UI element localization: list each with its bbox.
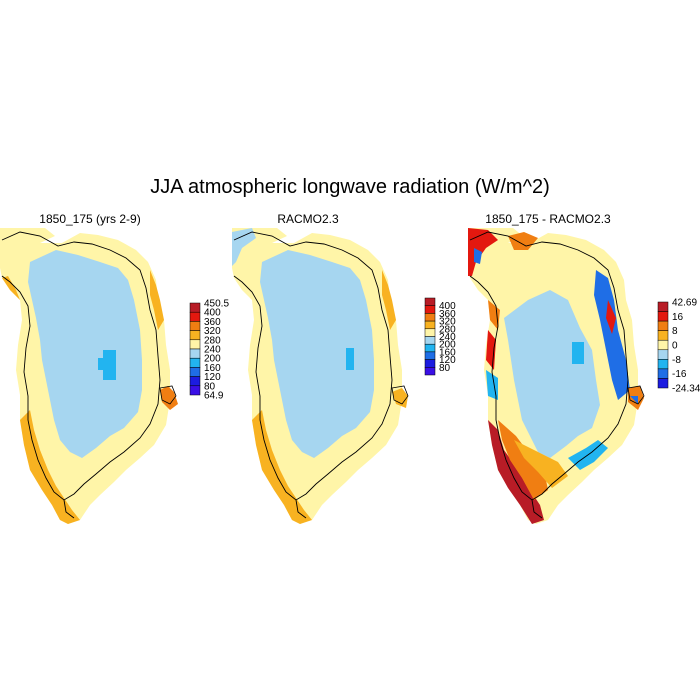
colorbar-swatch xyxy=(657,359,669,370)
colorbar-tick-label: 450.5 xyxy=(204,299,229,310)
panel-title-model: 1850_175 (yrs 2-9) xyxy=(39,212,141,226)
colorbar-swatch xyxy=(189,302,201,313)
colorbar-swatch xyxy=(189,339,201,350)
colorbar-swatch xyxy=(424,305,436,314)
colorbar-swatch xyxy=(189,357,201,368)
colorbar-swatch xyxy=(657,320,669,331)
colorbar-swatch xyxy=(424,351,436,360)
colorbar-tick-label: 16 xyxy=(672,312,684,323)
colorbar-tick-label: -16 xyxy=(672,369,687,380)
panel-title-difference: 1850_175 - RACMO2.3 xyxy=(485,212,611,226)
colorbar-tick-label: 240 xyxy=(439,332,456,343)
colorbar-tick-label: 360 xyxy=(439,309,456,320)
map-panel-racmo xyxy=(232,228,409,524)
figure-title: JJA atmospheric longwave radiation (W/m^… xyxy=(150,176,550,198)
colorbar-tick-label: 64.9 xyxy=(204,391,224,402)
colorbar-difference: 42.69 16 8 0 -8 -16 -24.34 xyxy=(657,298,700,395)
colorbar-swatch xyxy=(189,385,201,396)
panel-title-racmo: RACMO2.3 xyxy=(277,212,339,226)
colorbar-tick-label: 400 xyxy=(204,308,221,319)
colorbar-tick-label: 320 xyxy=(439,317,456,328)
colorbar-tick-label: 240 xyxy=(204,345,221,356)
colorbar-tick-label: 120 xyxy=(204,372,221,383)
colorbar-tick-label: 320 xyxy=(204,326,221,337)
colorbar-swatch xyxy=(424,297,436,306)
colorbar-swatch xyxy=(424,367,436,376)
colorbar-tick-label: 200 xyxy=(204,354,221,365)
colorbar-swatch xyxy=(424,313,436,322)
map-panel-difference xyxy=(468,228,645,524)
colorbar-swatch xyxy=(657,349,669,360)
colorbar-swatch xyxy=(657,330,669,341)
map-panel-model xyxy=(0,228,178,524)
colorbar-tick-label: 0 xyxy=(672,341,678,352)
colorbar-swatch xyxy=(424,320,436,330)
colorbar-swatch xyxy=(424,343,436,353)
colorbar-tick-label: 80 xyxy=(439,363,451,374)
colorbar-tick-label: 8 xyxy=(672,326,678,337)
colorbar-swatch xyxy=(657,368,669,379)
colorbar-swatch xyxy=(657,311,669,322)
colorbar-tick-label: 80 xyxy=(204,381,216,392)
colorbar-tick-label: 280 xyxy=(439,324,456,335)
colorbar-tick-label: -24.34 xyxy=(672,384,700,395)
colorbar-tick-label: 360 xyxy=(204,317,221,328)
colorbar-tick-label: 120 xyxy=(439,355,456,366)
colorbar-swatch xyxy=(189,348,201,359)
colorbar-swatch xyxy=(189,367,201,377)
colorbar-swatch xyxy=(189,311,201,322)
colorbar-swatch xyxy=(189,376,201,387)
colorbar-swatch xyxy=(424,359,436,368)
colorbar-swatch xyxy=(657,339,669,351)
colorbar-swatch xyxy=(657,301,669,312)
colorbar-swatch xyxy=(424,336,436,345)
colorbar-swatch xyxy=(657,378,669,389)
colorbar-swatch xyxy=(424,328,436,337)
cell-patch xyxy=(103,350,116,380)
colorbar-tick-label: -8 xyxy=(672,355,681,366)
colorbar-tick-label: 160 xyxy=(204,363,221,374)
colorbar-tick-label: 200 xyxy=(439,340,456,351)
colorbar-swatch xyxy=(189,321,201,331)
colorbar-tick-label: 400 xyxy=(439,301,456,312)
colorbar-tick-label: 160 xyxy=(439,347,456,358)
colorbar-swatch xyxy=(189,330,201,341)
colorbar-tick-label: 42.69 xyxy=(672,298,697,309)
colorbar-tick-label: 280 xyxy=(204,335,221,346)
